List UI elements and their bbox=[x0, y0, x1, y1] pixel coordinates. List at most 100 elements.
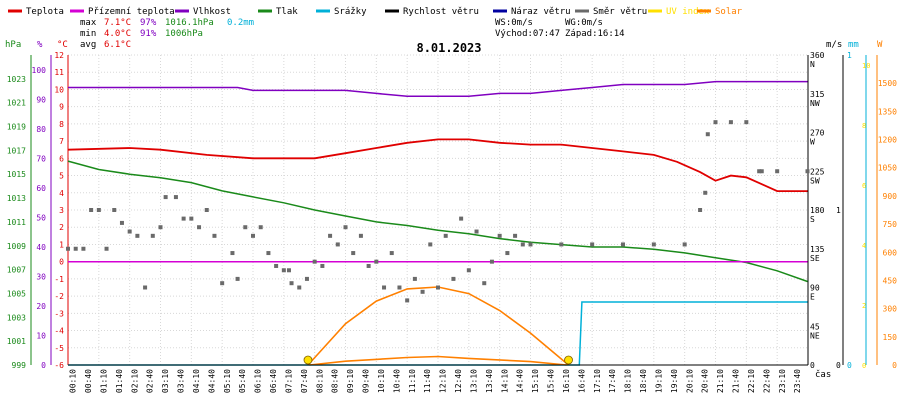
wind-direction-point bbox=[528, 242, 533, 247]
tick-label-time: 14:10 bbox=[500, 369, 509, 393]
tick-label-humidity: 90 bbox=[36, 95, 46, 104]
tick-label-temp: 9 bbox=[59, 103, 64, 112]
stats-max-label: max bbox=[80, 18, 97, 28]
wind-direction-point bbox=[451, 276, 456, 281]
legend-label: Přízemní teplota bbox=[88, 7, 175, 17]
tick-label-humidity: 20 bbox=[36, 302, 46, 311]
tick-label-time: 06:40 bbox=[269, 369, 278, 393]
wind-direction-point bbox=[459, 216, 464, 221]
series-line-tlak bbox=[67, 160, 808, 283]
sunrise-value: Východ:07:47 bbox=[495, 29, 560, 39]
tick-label-time: 01:40 bbox=[115, 369, 124, 393]
stats-max-rain: 0.2mm bbox=[227, 18, 254, 28]
tick-label-time: 10:10 bbox=[377, 369, 386, 393]
wind-direction-point bbox=[651, 242, 656, 247]
tick-label-rain: 1 bbox=[847, 51, 852, 60]
wind-direction-point bbox=[428, 242, 433, 247]
ws-value: WS:0m/s bbox=[495, 18, 533, 28]
legend-label: Tlak bbox=[276, 7, 298, 17]
wind-direction-point bbox=[374, 259, 379, 264]
legend-label: Vlhkost bbox=[193, 7, 231, 17]
tick-label-uv: 2 bbox=[862, 302, 866, 310]
tick-label-temp: 5 bbox=[59, 172, 64, 181]
unit-time: čas bbox=[815, 369, 831, 380]
tick-label-humidity: 100 bbox=[32, 66, 47, 75]
wind-direction-point bbox=[189, 216, 194, 221]
tick-label-time: 04:40 bbox=[207, 369, 216, 393]
tick-label-solar: 750 bbox=[883, 220, 898, 229]
tick-label-temp: 10 bbox=[54, 85, 64, 94]
tick-label-pressure: 1009 bbox=[7, 242, 26, 251]
stats-min-label: min bbox=[80, 29, 96, 39]
tick-label-temp: -2 bbox=[54, 292, 64, 301]
wind-direction-point bbox=[520, 242, 525, 247]
tick-label-temp: -3 bbox=[54, 309, 64, 318]
tick-label-pressure: 1007 bbox=[7, 266, 26, 275]
tick-label-wind-dir-name: S bbox=[810, 215, 815, 224]
tick-label-time: 18:10 bbox=[624, 369, 633, 393]
unit-w: W bbox=[877, 40, 883, 50]
wind-direction-point bbox=[757, 169, 762, 174]
stats-min-hum: 91% bbox=[140, 29, 157, 39]
tick-label-time: 03:40 bbox=[177, 369, 186, 393]
tick-label-time: 20:10 bbox=[685, 369, 694, 393]
wind-direction-point bbox=[436, 285, 440, 290]
tick-label-wind-dir-name: SE bbox=[810, 254, 820, 263]
wind-direction-point bbox=[204, 208, 209, 212]
tick-label-pressure: 1005 bbox=[7, 289, 26, 298]
wind-direction-point bbox=[358, 233, 363, 238]
wind-direction-point bbox=[343, 225, 348, 230]
tick-label-wind-dir: 315 bbox=[810, 90, 825, 99]
wind-direction-point bbox=[420, 289, 425, 294]
wind-direction-point bbox=[197, 225, 202, 230]
wind-direction-point bbox=[698, 208, 703, 212]
tick-label-solar: 150 bbox=[883, 333, 898, 342]
wg-value: WG:0m/s bbox=[565, 18, 603, 28]
wind-direction-point bbox=[66, 246, 70, 251]
tick-label-wind-speed: 1 bbox=[836, 206, 841, 215]
tick-label-humidity: 70 bbox=[36, 154, 46, 163]
tick-label-pressure: 1011 bbox=[7, 218, 26, 227]
tick-label-wind-dir-name: SW bbox=[810, 176, 820, 185]
tick-label-temp: 12 bbox=[54, 51, 64, 60]
legend-label: UV index bbox=[666, 7, 710, 17]
tick-label-time: 21:10 bbox=[716, 369, 725, 393]
wind-direction-point bbox=[775, 169, 780, 174]
tick-label-wind-dir: 45 bbox=[810, 322, 820, 331]
wind-direction-point bbox=[119, 220, 124, 225]
tick-label-humidity: 0 bbox=[41, 361, 46, 370]
stats-block: max 7.1°C 97% 1016.1hPa 0.2mm min 4.0°C … bbox=[80, 18, 254, 50]
legend-label: Rychlost větru bbox=[403, 7, 479, 17]
stats-avg-label: avg bbox=[80, 40, 96, 50]
tick-label-time: 02:40 bbox=[146, 369, 155, 393]
tick-label-wind-speed: 0 bbox=[836, 361, 841, 370]
tick-label-time: 17:10 bbox=[593, 369, 602, 393]
legend: Teplota Přízemní teplota Vlhkost Tlak Srážky… bbox=[8, 7, 743, 17]
tick-label-time: 19:10 bbox=[654, 369, 663, 393]
wind-direction-point bbox=[312, 259, 317, 264]
tick-label-humidity: 60 bbox=[36, 184, 46, 193]
wind-direction-point bbox=[412, 276, 417, 281]
wind-direction-point bbox=[173, 195, 178, 200]
tick-label-time: 01:10 bbox=[99, 369, 108, 393]
tick-label-pressure: 1003 bbox=[7, 313, 26, 322]
tick-label-pressure: 1019 bbox=[7, 123, 26, 132]
tick-label-time: 19:40 bbox=[670, 369, 679, 393]
wind-direction-point bbox=[382, 285, 387, 290]
wind-direction-point bbox=[744, 120, 749, 125]
wind-direction-point bbox=[135, 233, 140, 238]
wind-direction-point bbox=[235, 276, 240, 281]
legend-label: Náraz větru bbox=[511, 7, 571, 17]
wind-direction-point bbox=[81, 246, 86, 251]
tick-label-wind-dir-name: NE bbox=[810, 331, 820, 340]
tick-label-time: 14:40 bbox=[516, 369, 525, 393]
tick-label-wind-dir: 180 bbox=[810, 206, 825, 215]
tick-label-pressure: 1023 bbox=[7, 75, 26, 84]
tick-label-time: 15:10 bbox=[531, 369, 540, 393]
tick-label-temp: -6 bbox=[54, 361, 64, 370]
unit-hpa: hPa bbox=[5, 40, 21, 50]
tick-label-time: 07:10 bbox=[284, 369, 293, 393]
tick-label-uv: 0 bbox=[862, 362, 866, 370]
tick-label-wind-dir: 270 bbox=[810, 129, 825, 138]
tick-label-wind-dir-name: NW bbox=[810, 99, 820, 108]
